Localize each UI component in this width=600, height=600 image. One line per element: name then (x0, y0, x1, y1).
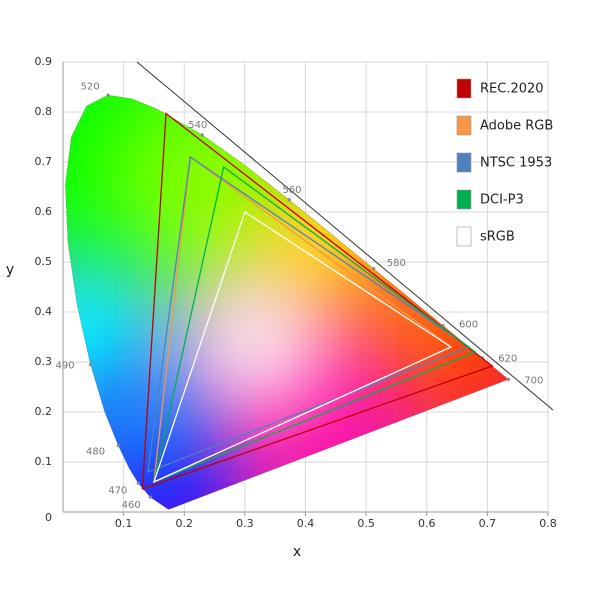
legend-label: sRGB (480, 230, 515, 245)
y-tick-label: 0.5 (35, 255, 53, 268)
x-tick-label: 0.5 (357, 517, 375, 530)
wavelength-dot (106, 93, 110, 97)
color-blob (187, 272, 327, 412)
x-tick-label: 0.6 (418, 517, 436, 530)
gamut-triangle (141, 112, 494, 490)
wavelength-dot (136, 481, 140, 485)
legend-swatch (456, 115, 472, 136)
x-tick-label: 0.1 (115, 517, 133, 530)
y-tick-label: 0.2 (35, 405, 53, 418)
wavelength-dot (148, 495, 152, 499)
legend-label: REC.2020 (480, 82, 544, 97)
wavelength-dot (116, 444, 120, 448)
wavelength-label: 600 (459, 320, 478, 331)
y-tick-label: 0.3 (35, 355, 53, 368)
y-tick-label: 0.8 (35, 105, 53, 118)
wavelength-label: 580 (387, 258, 406, 269)
legend-swatch (456, 226, 472, 247)
legend-swatch (456, 189, 472, 210)
y-tick-label: 0.6 (35, 205, 53, 218)
x-axis-title: x (293, 544, 301, 560)
wavelength-label: 480 (86, 446, 105, 457)
y-tick-label: 0.9 (35, 55, 53, 68)
x-tick-label: 0.4 (297, 517, 315, 530)
wavelength-label: 490 (56, 361, 75, 372)
gamut-triangle (152, 210, 453, 484)
wavelength-label: 620 (498, 353, 517, 364)
wavelength-dot (287, 198, 291, 202)
wavelength-dot (506, 377, 511, 381)
y-tick-label: 0 (45, 511, 52, 524)
wavelength-label: 460 (122, 500, 141, 511)
x-tick-label: 0.8 (539, 517, 557, 530)
y-axis-title: y (6, 262, 14, 278)
wavelength-label: 560 (282, 185, 301, 196)
wavelength-dot (372, 267, 376, 271)
wavelength-label: 700 (524, 376, 543, 387)
color-blob (75, 362, 196, 482)
legend-label: DCI-P3 (480, 193, 524, 208)
wavelength-label: 520 (81, 82, 100, 93)
x-tick-label: 0.7 (479, 517, 497, 530)
plot: 460 470 480 490 520 540 560 580 600 620 700 (56, 82, 549, 516)
y-tick-label: 0.7 (35, 155, 53, 168)
x-tick-label: 0.2 (176, 517, 194, 530)
legend-label: Adobe RGB (480, 119, 553, 134)
legend-swatch (456, 152, 472, 173)
gamut-triangle (147, 155, 471, 474)
y-tick-label: 0.1 (35, 455, 53, 468)
wavelength-label: 470 (108, 485, 127, 496)
wavelength-label: 540 (188, 120, 207, 131)
gamut-triangle (153, 165, 477, 484)
legend-label: NTSC 1953 (480, 156, 552, 171)
x-tick-label: 0.3 (236, 517, 254, 530)
wavelength-dot (200, 133, 204, 137)
y-tick-label: 0.4 (35, 305, 53, 318)
wavelength-dot (88, 362, 93, 367)
purity-line (136, 61, 554, 411)
legend-swatch (456, 78, 472, 99)
